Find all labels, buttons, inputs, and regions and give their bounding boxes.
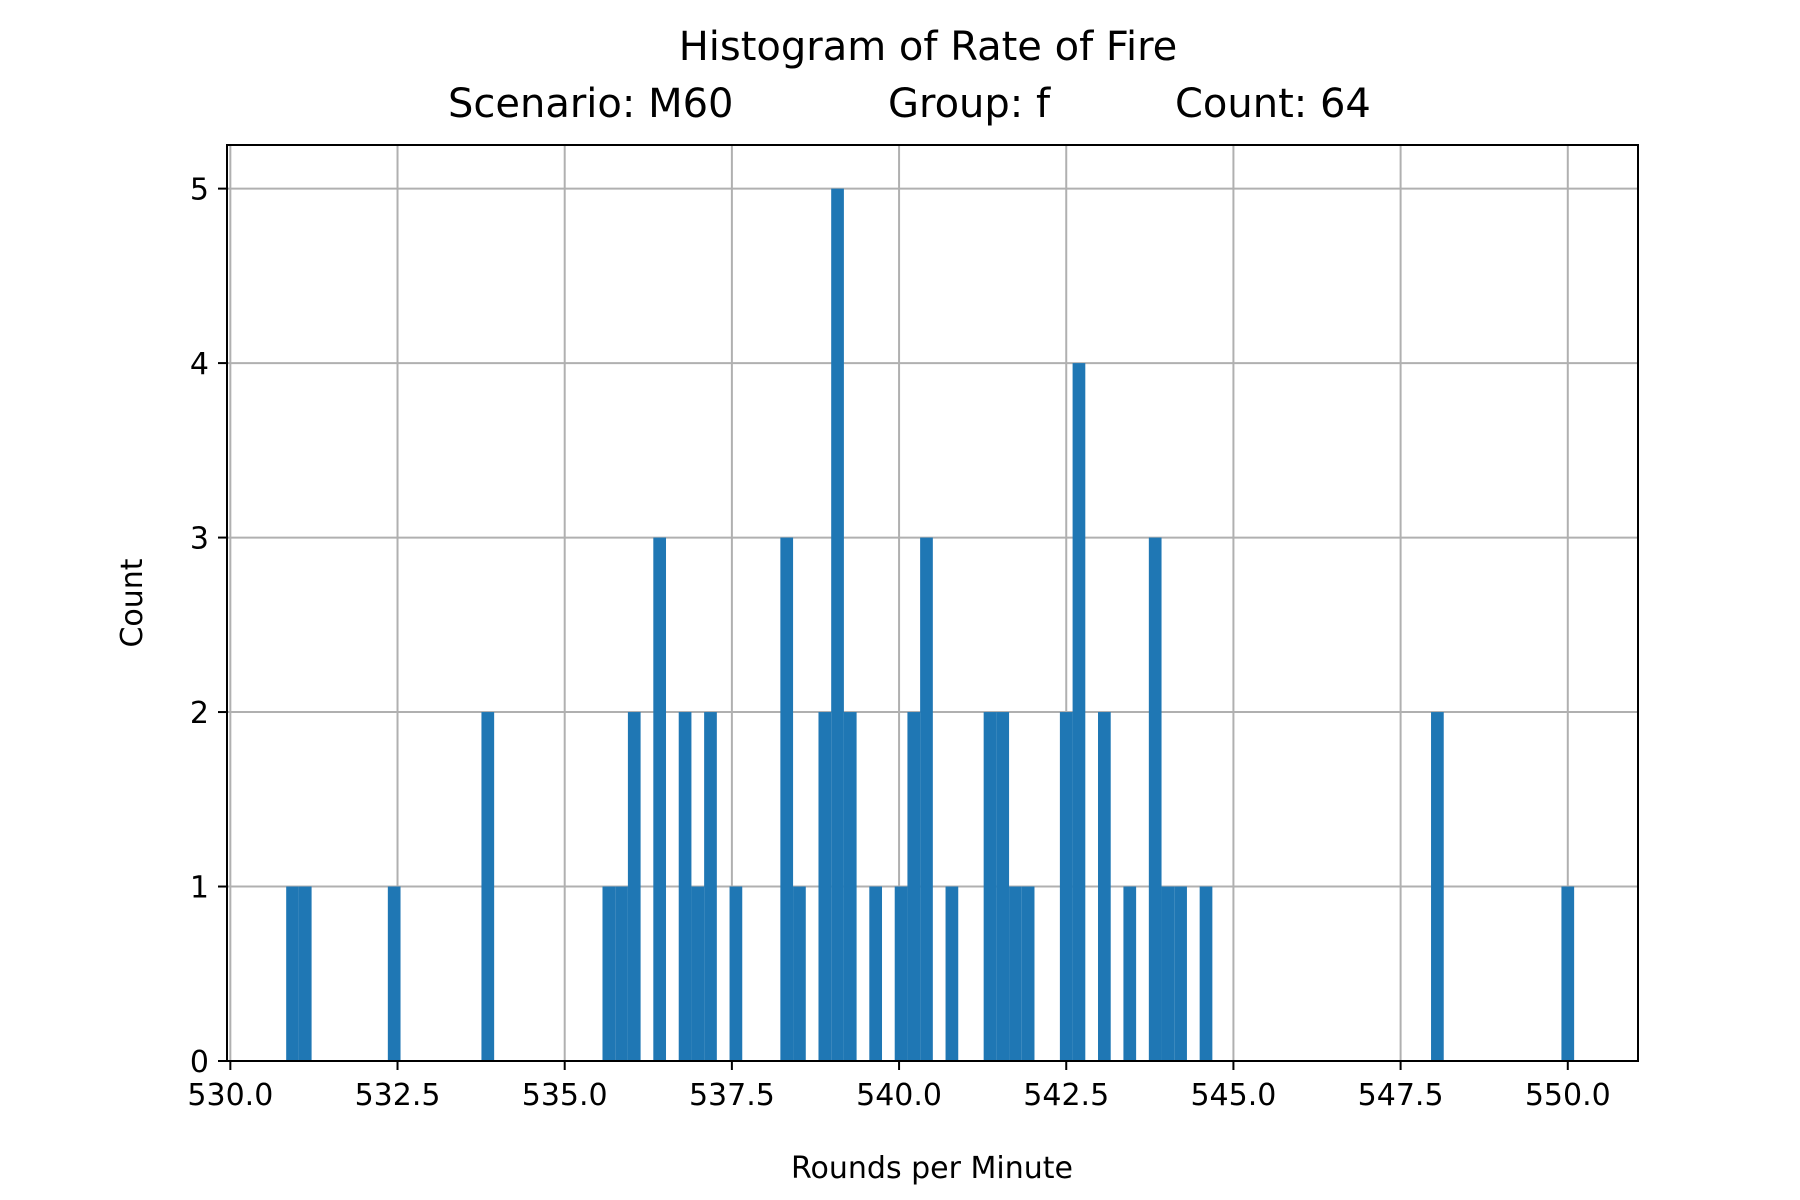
histogram-bar xyxy=(602,886,616,1061)
x-tick-label: 537.5 xyxy=(689,1078,775,1113)
histogram-bar xyxy=(907,712,921,1061)
histogram-bar xyxy=(920,537,933,1061)
histogram-bar xyxy=(831,188,844,1062)
histogram-bar xyxy=(869,886,883,1061)
y-tick-label: 0 xyxy=(190,1045,209,1080)
y-tick-label: 4 xyxy=(190,347,209,382)
y-tick-label: 5 xyxy=(190,173,209,208)
histogram-bar xyxy=(1123,886,1137,1061)
histogram-bar xyxy=(627,712,641,1061)
histogram-bar xyxy=(793,886,806,1061)
histogram-bar xyxy=(387,886,401,1061)
histogram-bar xyxy=(818,712,832,1061)
histogram-bar xyxy=(996,712,1010,1061)
histogram-bar xyxy=(481,712,495,1061)
histogram-bar xyxy=(1199,886,1213,1061)
subtitle-count: Count: 64 xyxy=(1175,81,1371,127)
histogram-bar xyxy=(780,537,794,1061)
ticks-layer: 530.0 532.5 535.0 537.5 540.0 542.5 545.0 547.5… xyxy=(187,173,1610,1113)
histogram-bar xyxy=(1059,712,1073,1061)
histogram-bar xyxy=(1072,363,1086,1062)
x-axis-label: Rounds per Minute xyxy=(791,1151,1073,1186)
bars-layer xyxy=(286,188,1575,1062)
histogram-bar xyxy=(1161,886,1175,1061)
y-tick-label: 3 xyxy=(190,522,209,557)
histogram-bar xyxy=(729,886,743,1061)
x-tick-label: 532.5 xyxy=(355,1078,441,1113)
histogram-bar xyxy=(615,886,628,1061)
histogram-bar xyxy=(298,886,312,1061)
histogram-bar xyxy=(945,886,959,1061)
histogram-bar xyxy=(691,886,705,1061)
histogram-bar xyxy=(1098,712,1111,1061)
x-tick-label: 547.5 xyxy=(1358,1078,1444,1113)
y-tick-label: 2 xyxy=(190,696,209,731)
histogram-bar xyxy=(653,537,667,1061)
y-tick-label: 1 xyxy=(190,871,209,906)
x-tick-label: 540.0 xyxy=(856,1078,942,1113)
x-tick-label: 535.0 xyxy=(522,1078,608,1113)
histogram-bar xyxy=(1148,537,1162,1061)
plot-frame xyxy=(226,144,1639,1062)
chart-title: Histogram of Rate of Fire xyxy=(679,24,1178,70)
subtitle-group: Group: f xyxy=(888,81,1051,127)
subtitle-scenario: Scenario: M60 xyxy=(448,81,734,127)
y-axis-label: Count xyxy=(115,558,150,647)
x-tick-label: 545.0 xyxy=(1190,1078,1276,1113)
histogram-bar xyxy=(1009,886,1022,1061)
histogram-bar xyxy=(894,886,908,1061)
x-tick-label: 542.5 xyxy=(1023,1078,1109,1113)
x-tick-label: 530.0 xyxy=(187,1078,273,1113)
histogram-bar xyxy=(286,886,299,1061)
x-tick-label: 550.0 xyxy=(1525,1078,1611,1113)
histogram-bar xyxy=(1174,886,1187,1061)
histogram-bar xyxy=(1021,886,1035,1061)
histogram-bar xyxy=(678,712,692,1061)
histogram-bar xyxy=(1431,712,1444,1061)
histogram-bar xyxy=(983,712,997,1061)
histogram-bar xyxy=(704,712,717,1061)
histogram-bar xyxy=(843,712,857,1061)
histogram-bar xyxy=(1561,886,1575,1061)
